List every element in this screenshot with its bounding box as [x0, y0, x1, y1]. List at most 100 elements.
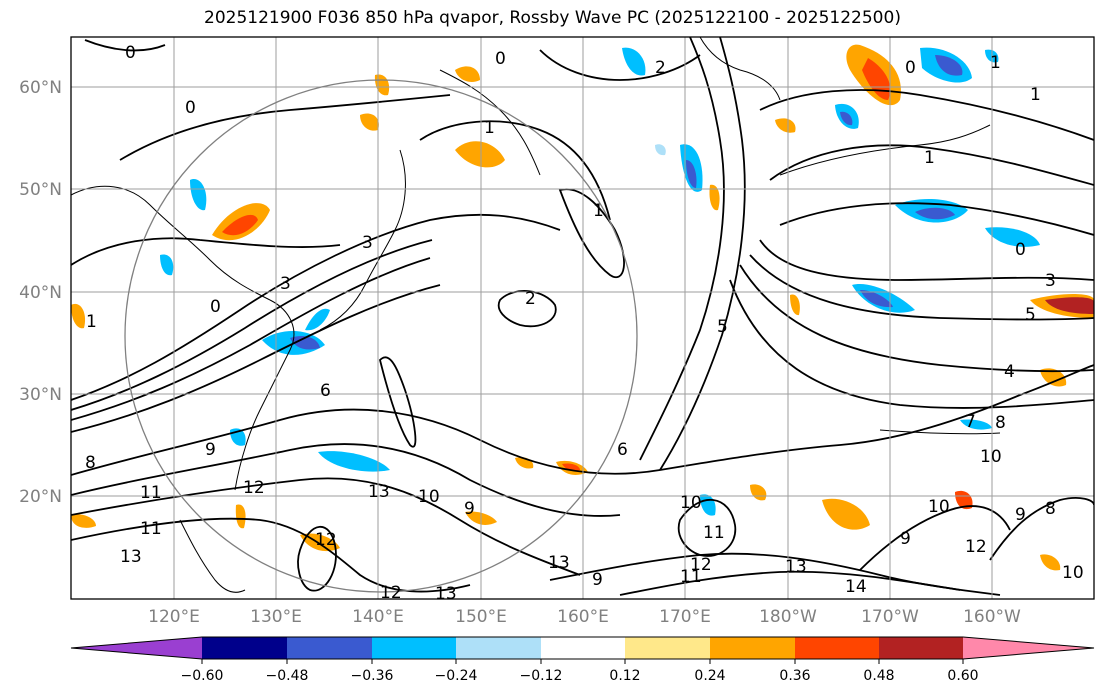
colorbar-segment [710, 637, 795, 659]
contour-line [119, 94, 451, 161]
contour-lines [71, 37, 1094, 596]
contour-label: 1 [1030, 85, 1041, 105]
coastline [879, 429, 1001, 435]
contour-label: 3 [1045, 271, 1056, 291]
contour-line [779, 202, 1094, 236]
contour-label: 3 [280, 274, 291, 294]
contour-line [379, 356, 417, 448]
contour-line [419, 120, 611, 221]
contour-label: 8 [85, 453, 96, 473]
contour-label: 12 [243, 478, 265, 498]
colorbar-label: −0.36 [351, 668, 394, 684]
contour-label: 6 [617, 440, 628, 460]
contour-line [739, 264, 1094, 373]
contour-label: 12 [315, 530, 337, 550]
coastline [179, 519, 246, 593]
anomaly-patch [360, 113, 379, 131]
contour-label: 0 [210, 297, 221, 317]
colorbar-segment [541, 637, 625, 659]
lon-label-160E: 160°E [557, 607, 609, 627]
contour-label: 11 [703, 523, 725, 543]
anomaly-patch [1045, 297, 1094, 314]
contour-label: 12 [690, 555, 712, 575]
lon-label-180W: 180°W [759, 607, 817, 627]
contour-label: 10 [1062, 563, 1084, 583]
contour-line [71, 364, 1094, 476]
contour-label: 3 [362, 233, 373, 253]
lat-label-50N: 50°N [19, 180, 62, 200]
colorbar-label: 0.60 [947, 668, 978, 684]
anomaly-patch [862, 58, 891, 100]
anomaly-patch [775, 118, 796, 133]
contour-label: 2 [655, 58, 666, 78]
lon-label-170E: 170°E [659, 607, 711, 627]
colorbar-extend-right [963, 637, 1094, 659]
contour-line [558, 188, 625, 278]
colorbar-segment [372, 637, 456, 659]
map-area: 0 0 0 2 1 0 1 1 0 3 1 0 3 5 4 1 8 5 6 7 … [71, 37, 1094, 604]
anomaly-patch [655, 144, 666, 156]
contour-line [677, 499, 737, 557]
anomaly-patch [955, 490, 973, 510]
colorbar-label: −0.12 [520, 668, 563, 684]
contour-label: 1 [86, 312, 97, 332]
contour-line [71, 284, 441, 433]
contour-line [297, 526, 337, 592]
contour-line [659, 37, 746, 471]
lon-label-170W: 170°W [861, 607, 919, 627]
contour-label: 1 [484, 118, 495, 138]
colorbar-segment [202, 637, 287, 659]
contour-line [71, 443, 621, 517]
colorbar-label: −0.60 [181, 668, 224, 684]
anomaly-patch [190, 179, 207, 211]
contour-label: 10 [680, 493, 702, 513]
anomaly-patch [960, 419, 992, 430]
anomaly-patch [222, 214, 258, 236]
contour-label: 0 [1015, 240, 1026, 260]
colorbar-label: −0.24 [435, 668, 478, 684]
colorbar-label: 0.36 [779, 668, 810, 684]
colorbar-label: 0.24 [694, 668, 725, 684]
anomaly-patch [840, 111, 853, 126]
lat-label-40N: 40°N [19, 283, 62, 303]
anomaly-patch [822, 498, 870, 530]
anomaly-patch [1040, 368, 1067, 387]
contour-line [539, 49, 701, 81]
contour-label: 5 [717, 317, 728, 337]
coastline [779, 124, 991, 176]
contour-line [989, 497, 1094, 561]
contour-label: 1 [990, 53, 1001, 73]
anomaly-patch [790, 294, 800, 316]
contour-label: 13 [435, 584, 457, 604]
anomaly-patch [622, 47, 646, 76]
colorbar-ticks [201, 659, 964, 664]
anomaly-patch [860, 290, 893, 308]
anomaly-patch [1040, 554, 1061, 571]
contour-label: 2 [525, 289, 536, 309]
contour-label: 10 [980, 447, 1002, 467]
contour-label: 0 [495, 49, 506, 69]
contour-line [619, 570, 961, 596]
coastline [234, 299, 295, 491]
contour-label: 13 [368, 482, 390, 502]
contour-line [84, 39, 166, 52]
contour-label: 13 [120, 547, 142, 567]
map-frame [70, 36, 1095, 600]
lat-labels: 20°N 30°N 40°N 50°N 60°N [19, 78, 62, 507]
anomaly-patch [935, 55, 963, 76]
contour-label: 1 [924, 148, 935, 168]
lat-label-30N: 30°N [19, 385, 62, 405]
colorbar-label: 0.48 [863, 668, 894, 684]
contour-label: 14 [845, 577, 867, 597]
anomaly-patch [455, 141, 505, 168]
anomaly-patch [915, 207, 955, 220]
contour-line [729, 279, 1094, 409]
gridlines [71, 37, 1094, 599]
contour-label: 9 [464, 499, 475, 519]
contour-line [71, 213, 561, 401]
contour-line [759, 89, 1094, 141]
contour-label: 1 [593, 201, 604, 221]
contour-label: 9 [205, 440, 216, 460]
anomaly-patch [686, 160, 697, 188]
contour-label: 11 [140, 519, 162, 539]
